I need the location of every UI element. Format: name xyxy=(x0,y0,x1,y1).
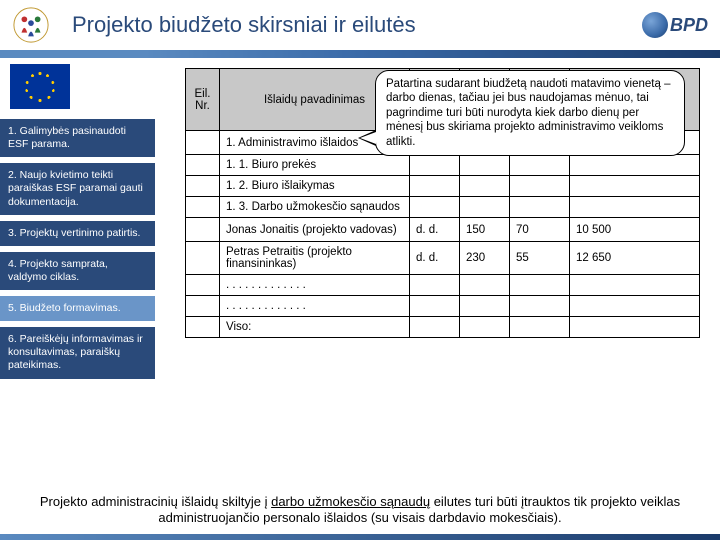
row-4-kiek: 230 xyxy=(460,242,510,275)
row-6-pav: . . . . . . . . . . . . . xyxy=(220,296,410,317)
total-label: Viso: xyxy=(220,317,410,338)
eu-flag-icon xyxy=(10,64,70,109)
sidebar-item-4[interactable]: 4. Projekto samprata, valdymo ciklas. xyxy=(0,252,155,290)
row-3-kiek: 150 xyxy=(460,218,510,242)
row-3-vnt: d. d. xyxy=(410,218,460,242)
callout-box: Patartina sudarant biudžetą naudoti mata… xyxy=(375,70,685,156)
sidebar-item-6[interactable]: 6. Pareiškėjų informavimas ir konsultavi… xyxy=(0,327,155,378)
bpd-logo-text: BPD xyxy=(670,15,708,36)
row-4-kaina: 55 xyxy=(510,242,570,275)
header-stripe xyxy=(0,50,720,58)
row-0-kiek xyxy=(460,155,510,176)
footer-note: Projekto administracinių išlaidų skiltyj… xyxy=(0,488,720,527)
people-logo-icon xyxy=(10,4,52,46)
sidebar: 1. Galimybės pasinaudoti ESF parama. 2. … xyxy=(0,58,155,488)
th-eil: Eil. Nr. xyxy=(186,69,220,131)
sidebar-item-5[interactable]: 5. Biudžeto formavimas. xyxy=(0,296,155,321)
row-0-viso xyxy=(570,155,700,176)
callout-tail-icon xyxy=(358,130,376,146)
footer-pre: Projekto administracinių išlaidų skiltyj… xyxy=(40,494,271,509)
row-5-pav: . . . . . . . . . . . . . xyxy=(220,275,410,296)
cell-empty xyxy=(186,131,220,155)
header: Projekto biudžeto skirsniai ir eilutės B… xyxy=(0,0,720,50)
row-0-pav: 1. 1. Biuro prekės xyxy=(220,155,410,176)
callout-text: Patartina sudarant biudžetą naudoti mata… xyxy=(386,78,671,148)
row-4-vnt: d. d. xyxy=(410,242,460,275)
sidebar-item-2[interactable]: 2. Naujo kvietimo teikti paraiškas ESF p… xyxy=(0,163,155,214)
row-4-pav: Petras Petraitis (projekto finansininkas… xyxy=(220,242,410,275)
footer-underline: darbo užmokesčio sąnaudų xyxy=(271,494,430,509)
sidebar-item-1[interactable]: 1. Galimybės pasinaudoti ESF parama. xyxy=(0,119,155,157)
row-1-pav: 1. 2. Biuro išlaikymas xyxy=(220,176,410,197)
main-content: Eil. Nr. Išlaidų pavadinimas Vnt. Iš vis… xyxy=(155,58,720,488)
page-title: Projekto biudžeto skirsniai ir eilutės xyxy=(72,12,640,38)
row-3-kaina: 70 xyxy=(510,218,570,242)
row-0-vnt xyxy=(410,155,460,176)
sidebar-item-3[interactable]: 3. Projektų vertinimo patirtis. xyxy=(0,221,155,246)
row-3-viso: 10 500 xyxy=(570,218,700,242)
row-0-kaina xyxy=(510,155,570,176)
row-3-pav: Jonas Jonaitis (projekto vadovas) xyxy=(220,218,410,242)
bottom-stripe xyxy=(0,534,720,540)
bpd-logo: BPD xyxy=(640,11,710,39)
globe-icon xyxy=(642,12,668,38)
row-2-pav: 1. 3. Darbo užmokesčio sąnaudos xyxy=(220,197,410,218)
row-4-viso: 12 650 xyxy=(570,242,700,275)
